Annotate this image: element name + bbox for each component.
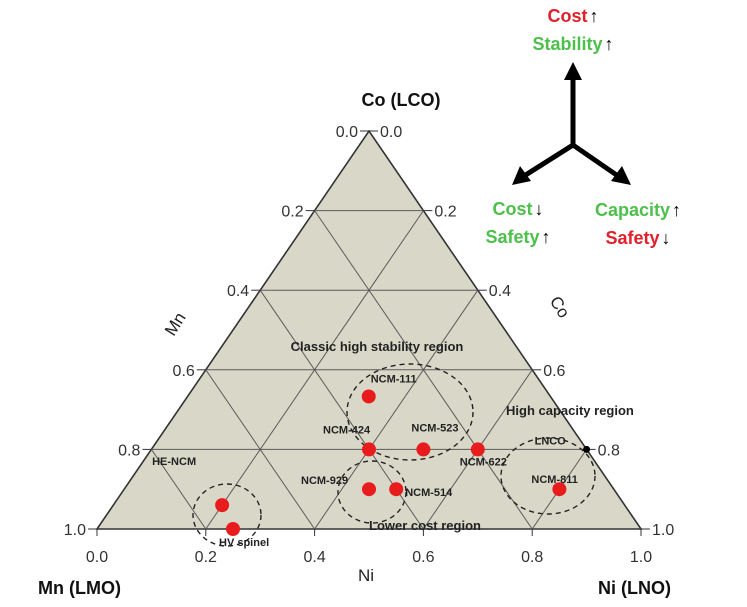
data-point-label: NCM-514 (405, 487, 453, 499)
trend-up-arrow-icon: ↑ (672, 200, 681, 220)
data-point (361, 389, 376, 404)
vertex-label-right: Ni (LNO) (598, 578, 671, 598)
trend-key-label: Safety ↓ (605, 228, 670, 248)
trend-key-label: Capacity ↑ (595, 200, 681, 220)
key-arrow-right (571, 142, 620, 179)
trend-key-label: Stability ↑ (532, 34, 613, 54)
key-arrowhead-right (611, 166, 631, 185)
key-arrow-left (522, 142, 575, 179)
trend-up-arrow-icon: ↑ (542, 227, 551, 247)
region-boundary (192, 483, 262, 547)
tick-label-bottom: 0.2 (195, 549, 217, 566)
data-point (389, 482, 404, 497)
data-point-label: NCM-111 (371, 373, 417, 385)
key-arrowhead-left (512, 166, 531, 185)
grid-line-mn (205, 369, 316, 530)
data-point (226, 522, 240, 536)
data-point (583, 445, 591, 453)
axis-label-ni: Ni (358, 566, 374, 585)
tick-label-right: 1.0 (652, 522, 674, 539)
trend-key-label: Safety ↑ (485, 227, 550, 247)
tick-label-bottom: 0.4 (303, 549, 325, 566)
tick-label-bottom: 0.8 (521, 549, 543, 566)
tick-label-right: 0.0 (380, 124, 402, 141)
tick-label-left: 0.0 (336, 124, 358, 141)
axis-label-co: Co (546, 293, 574, 322)
region-boundary (500, 437, 596, 515)
grid-line-mn (150, 449, 207, 530)
grid-line-mn (314, 210, 533, 530)
tick-label-bottom: 0.6 (412, 549, 434, 566)
data-point-label: NCM-523 (411, 422, 458, 434)
data-point-label: LNCO (535, 435, 567, 447)
trend-up-arrow-icon: ↑ (590, 6, 599, 26)
data-point (362, 482, 376, 497)
data-point-label: NCM-424 (323, 424, 371, 436)
ternary-ticks: 0.00.20.40.60.81.0 1.00.80.60.40.20.00.0 0… (64, 124, 675, 566)
tick-label-right: 0.8 (598, 442, 620, 459)
trend-key: Cost ↑ Stability ↑ Cost ↓ Safety ↑ Capacity ↑ Safe… (485, 6, 681, 248)
tick-label-left: 0.2 (281, 204, 303, 221)
trend-key-label: Cost ↑ (548, 6, 599, 26)
region-label: High capacity region (506, 403, 634, 418)
grid-line-ni (314, 289, 479, 530)
ternary-triangle (95, 129, 643, 530)
tick-label-left: 0.6 (173, 363, 195, 380)
vertex-label-top: Co (LCO) (362, 90, 441, 110)
tick-label-left: 1.0 (64, 522, 86, 539)
tick-label-left: 0.4 (227, 283, 249, 300)
data-point (416, 442, 431, 457)
trend-down-arrow-icon: ↓ (662, 228, 671, 248)
trend-up-arrow-icon: ↑ (605, 34, 614, 54)
region-label: Classic high stability region (291, 339, 464, 354)
trend-down-arrow-icon: ↓ (535, 199, 544, 219)
data-point-label: NCM-929 (301, 475, 348, 487)
data-point (552, 482, 567, 497)
tick-label-left: 0.8 (118, 442, 140, 459)
vertex-label-left: Mn (LMO) (38, 578, 121, 598)
data-point-label: HE-NCM (152, 456, 196, 468)
region-boundary (346, 363, 474, 461)
data-point-label: NCM-622 (460, 456, 507, 468)
tick-label-bottom: 0.0 (86, 549, 108, 566)
data-point (470, 442, 485, 457)
data-points: NCM-111 NCM-424 NCM-523 NCM-622 NCM-929 NCM-5… (152, 373, 591, 549)
regions: Classic high stability region High capaci… (192, 339, 634, 547)
region-label: Lower cost region (369, 518, 481, 533)
region-boundary (337, 460, 407, 524)
data-point-label: NCM-811 (531, 474, 577, 486)
data-point-label: HV spinel (219, 537, 269, 549)
tick-label-right: 0.4 (489, 283, 511, 300)
axis-label-mn: Mn (161, 309, 190, 339)
trend-key-label: Cost ↓ (493, 199, 544, 219)
tick-label-bottom: 1.0 (630, 549, 652, 566)
key-arrowhead-up (564, 62, 582, 80)
data-point (215, 498, 230, 513)
tick-label-right: 0.2 (434, 204, 456, 221)
tick-label-right: 0.6 (543, 363, 565, 380)
data-point (362, 442, 376, 457)
